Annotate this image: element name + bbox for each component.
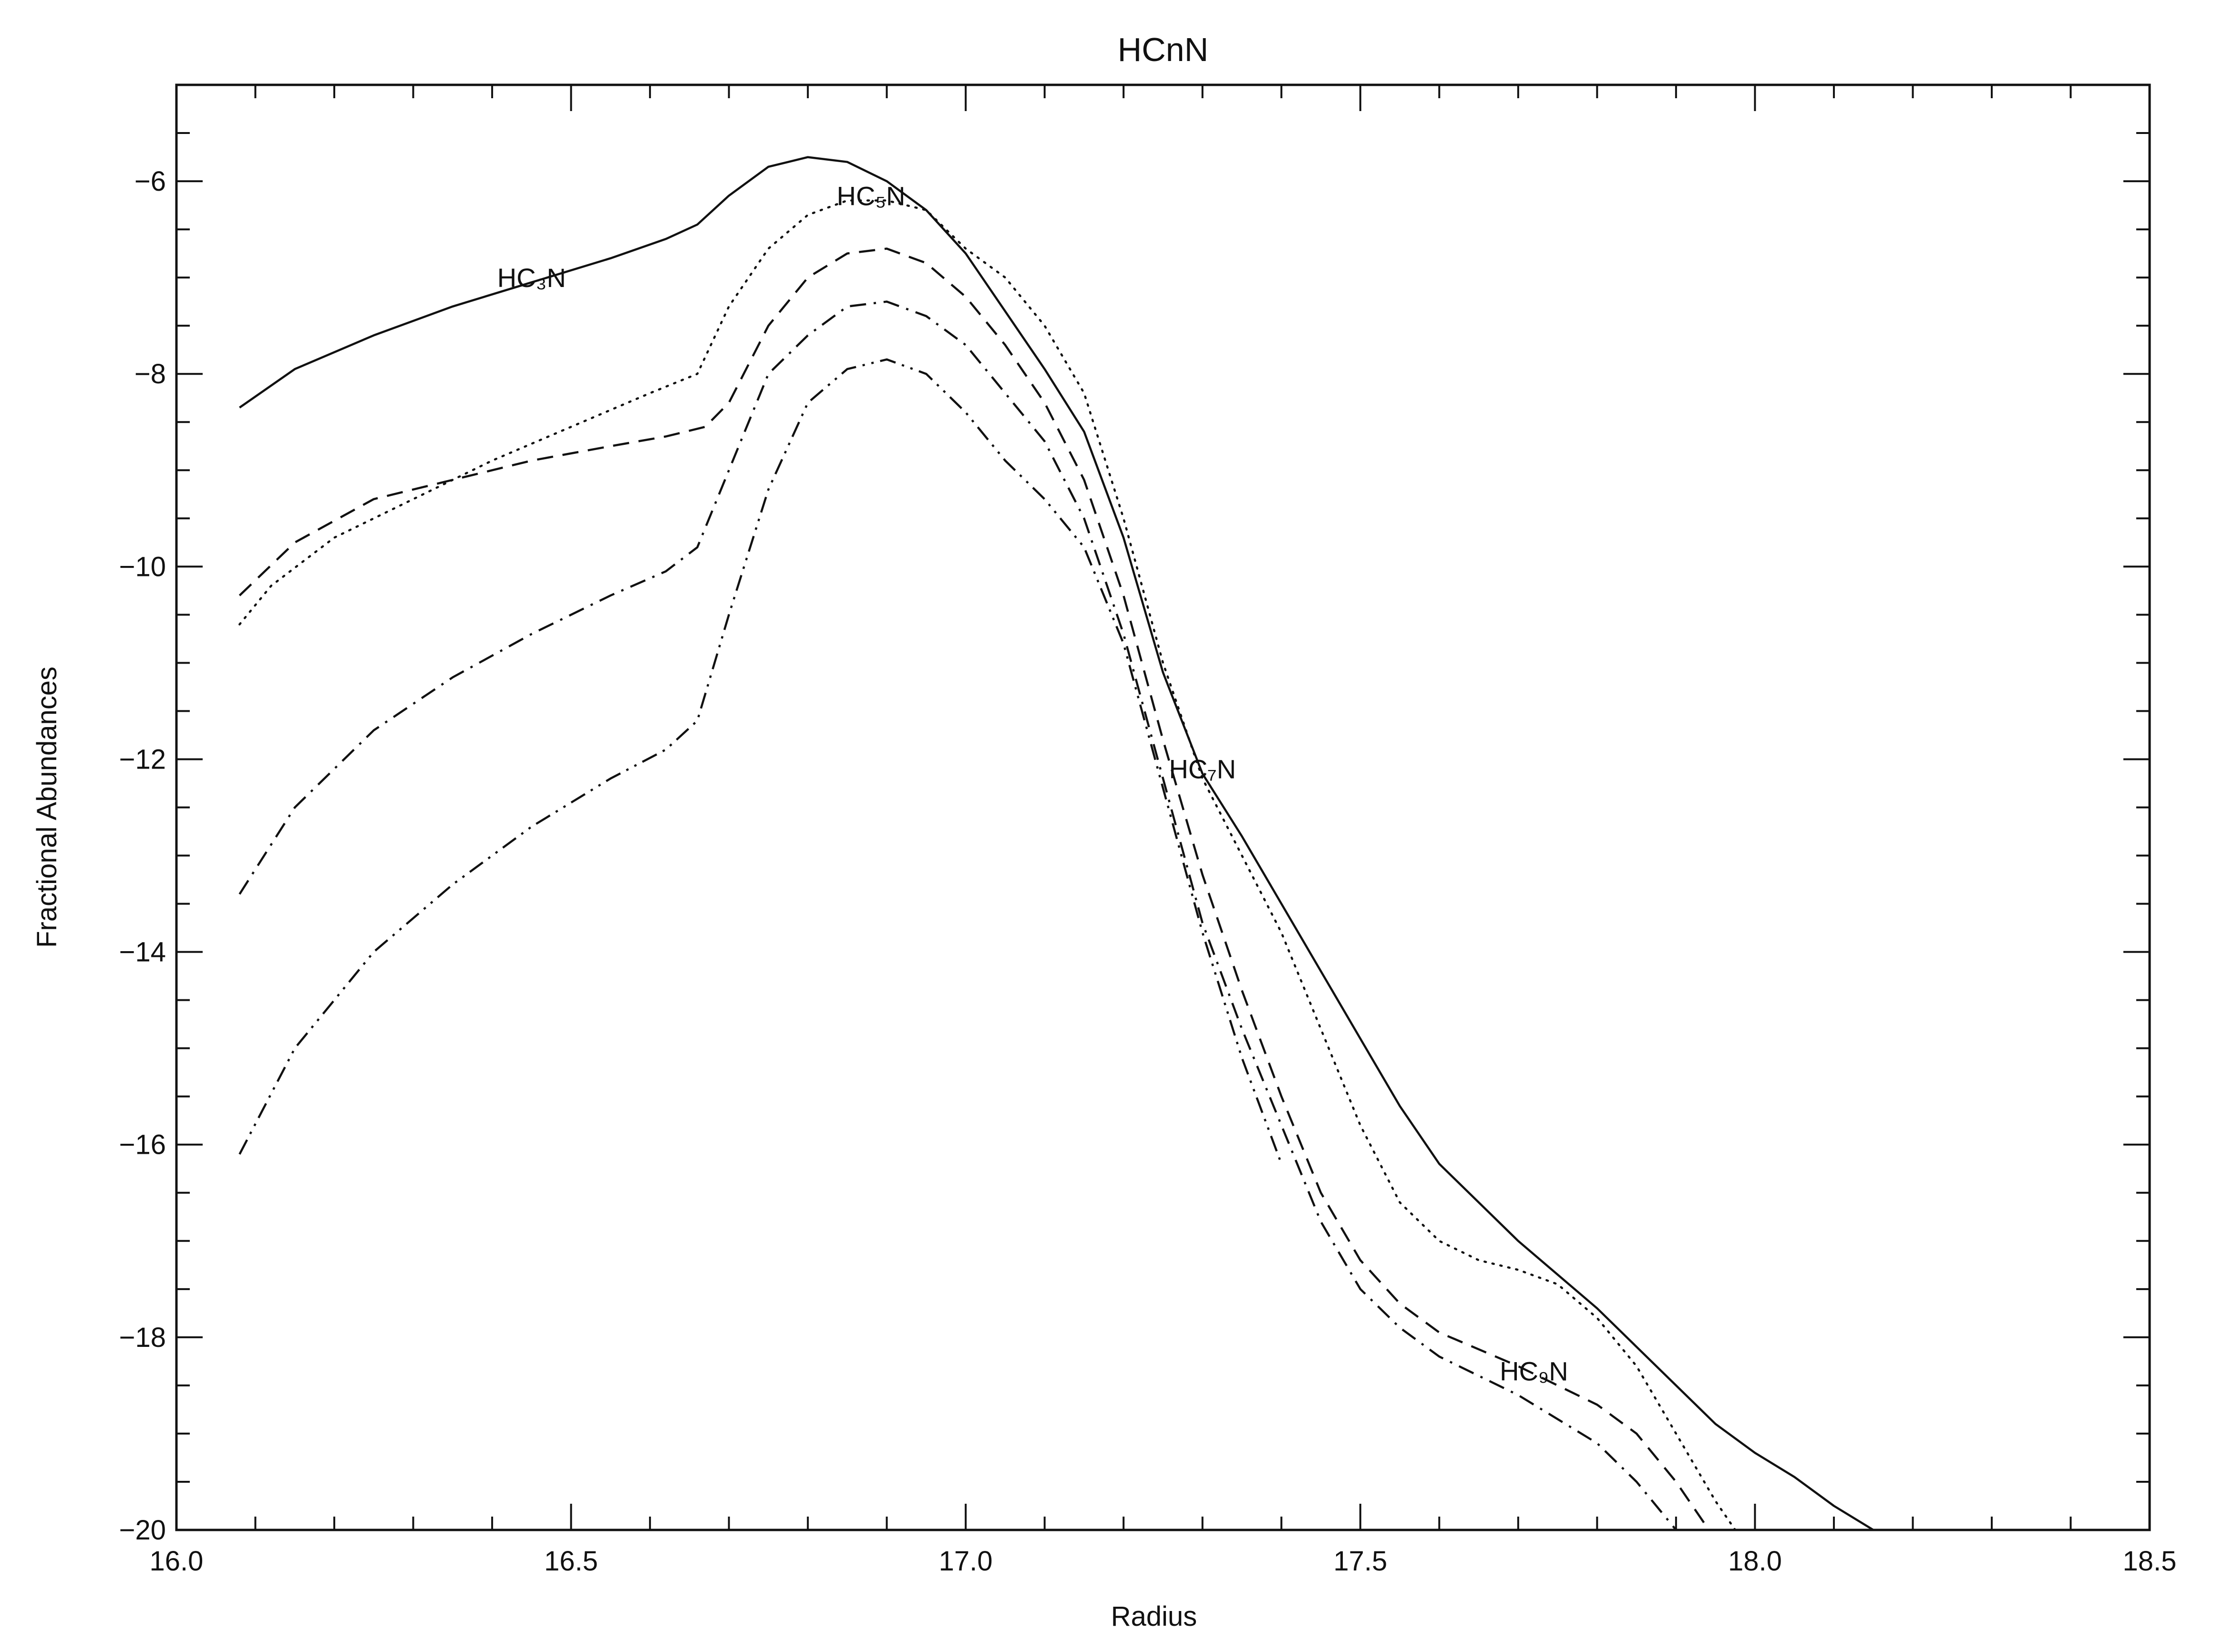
series-line-hc11n (238, 358, 1283, 1164)
series-line-hc3n (239, 156, 1875, 1530)
y-axis-title: Fractional Abundances (31, 667, 62, 948)
x-tick-label: 16.0 (150, 1546, 204, 1577)
series-annotation: HC₃N (497, 263, 566, 293)
y-tick-label: −16 (119, 1129, 166, 1160)
x-tick-label: 17.0 (939, 1546, 993, 1577)
x-tick-label: 16.5 (544, 1546, 598, 1577)
y-tick-label: −10 (119, 551, 166, 582)
y-tick-label: −14 (119, 937, 166, 968)
x-tick-label: 18.0 (1728, 1546, 1782, 1577)
x-tick-label: 18.5 (2123, 1546, 2177, 1577)
series-line-hc7n (238, 247, 1710, 1530)
x-tick-label: 17.5 (1333, 1546, 1387, 1577)
y-tick-label: −18 (119, 1322, 166, 1353)
y-tick-label: −12 (119, 744, 166, 775)
chart-title: HCnN (1118, 31, 1209, 68)
series-line-hc5n (238, 199, 1737, 1530)
series-annotation: HC₅N (837, 181, 906, 211)
series-annotation: HC₇N (1169, 754, 1236, 784)
axes-layer (175, 83, 2151, 1531)
x-axis-title: Radius (1111, 1601, 1197, 1632)
series-line-hc9n (238, 300, 1678, 1530)
series-annotation: HC₉N (1500, 1356, 1568, 1386)
labels-layer: HCnN Radius Fractional Abundances 16.0 16… (31, 31, 2176, 1632)
y-tick-label: −8 (134, 359, 166, 390)
plot-frame (175, 83, 2151, 1531)
y-tick-label: −20 (119, 1515, 166, 1546)
series-layer (238, 156, 1875, 1530)
y-tick-label: −6 (134, 166, 166, 197)
